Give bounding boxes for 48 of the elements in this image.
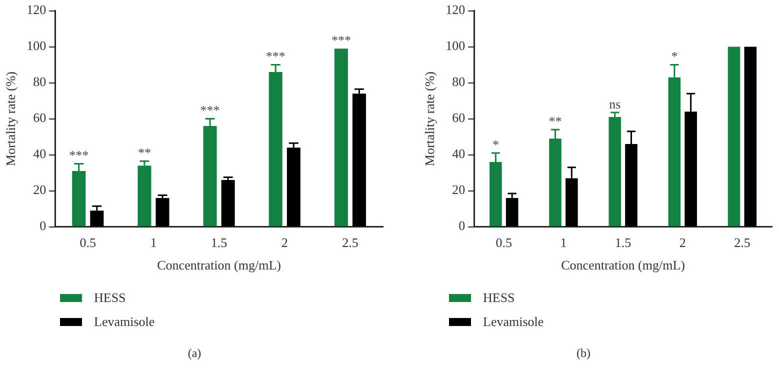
x-tick-label: 2.5 [734, 235, 750, 250]
annotation: *** [69, 148, 89, 163]
annotation: ns [609, 96, 621, 112]
y-tick-label: 100 [26, 38, 46, 54]
legend-label: HESS [94, 290, 126, 306]
x-tick-label: 1 [150, 235, 157, 250]
y-tick-label: 60 [33, 110, 46, 126]
text: (a) [186, 346, 202, 361]
bar [221, 180, 235, 226]
bar [334, 48, 348, 226]
y-tick-label: 0 [458, 218, 466, 234]
y-tick-label: 80 [452, 74, 466, 90]
bar [744, 46, 757, 226]
y-tick-label: 100 [446, 38, 466, 54]
y-axis-title: Mortality rate (%) [422, 72, 438, 166]
bar [728, 46, 740, 226]
y-tick-label: 20 [452, 182, 466, 198]
y-tick-label: 40 [452, 146, 466, 162]
x-tick-label: 2.5 [342, 235, 358, 250]
bar [156, 198, 170, 226]
annotation: * [671, 48, 678, 64]
x-tick-label: 1.5 [614, 235, 632, 250]
annotation: * [492, 136, 499, 152]
x-tick-label: 0.5 [496, 235, 512, 250]
x-tick-label: 1 [560, 235, 567, 250]
x-tick-label: 0.5 [80, 235, 96, 250]
y-tick-label: 0 [40, 218, 46, 234]
x-tick-label: 2 [679, 235, 686, 250]
y-tick-label: 120 [26, 2, 46, 18]
y-tick-label: 40 [33, 146, 46, 162]
x-tick-label: 2 [281, 235, 288, 250]
annotation: *** [200, 102, 220, 118]
legend-label: HESS [483, 290, 515, 306]
y-tick-label: 20 [33, 182, 46, 198]
y-tick-label: 80 [33, 74, 46, 90]
y-tick-label: 60 [452, 110, 466, 126]
x-axis-title: Concentration (mg/mL) [157, 258, 281, 273]
text: (b) [576, 346, 592, 361]
annotation: *** [266, 48, 286, 64]
x-tick-label: 1.5 [210, 235, 228, 250]
annotation: *** [331, 32, 351, 48]
annotation: ** [548, 114, 562, 129]
x-axis-title: Concentration (mg/mL) [561, 258, 685, 273]
annotation: ** [138, 145, 151, 160]
legend-label: Levamisole [94, 314, 155, 330]
y-tick-label: 120 [446, 2, 466, 18]
y-axis-title: Mortality rate (%) [3, 72, 18, 166]
legend-label: Levamisole [483, 314, 544, 330]
